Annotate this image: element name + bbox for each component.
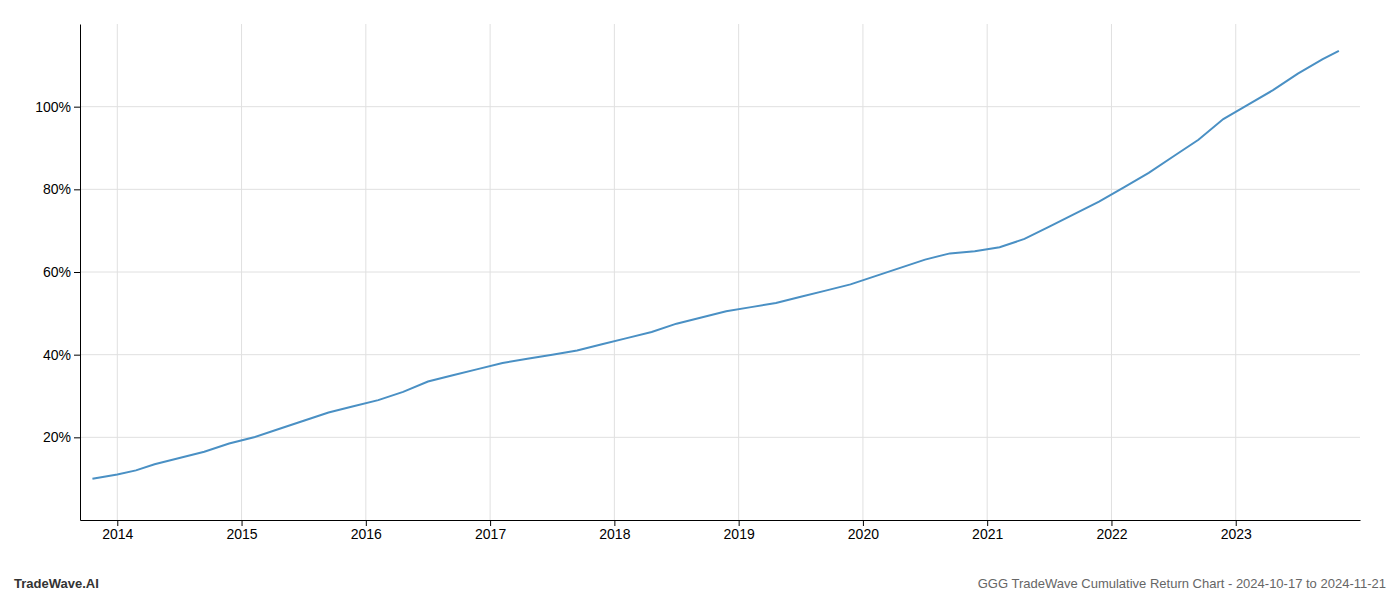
line xyxy=(92,51,1338,479)
y-tick-mark xyxy=(74,107,80,108)
y-tick: 20% xyxy=(43,429,80,445)
x-tick-label: 2019 xyxy=(724,526,755,542)
axis-line xyxy=(81,520,1361,521)
y-tick: 80% xyxy=(43,181,80,197)
series xyxy=(92,51,1338,479)
x-axis: 2014 2015 2016 2017 2018 2019 2020 2021 2022 2023 xyxy=(81,520,1361,542)
x-tick: 2022 xyxy=(1096,520,1127,542)
y-tick-label: 40% xyxy=(43,347,71,363)
x-tick: 2019 xyxy=(724,520,755,542)
x-tick: 2020 xyxy=(848,520,879,542)
grid-line-y xyxy=(80,189,1360,190)
footer-text: TradeWave.AI xyxy=(14,576,99,591)
y-axis: 20% 40% 60% 80% 100% xyxy=(35,25,80,521)
x-tick-label: 2021 xyxy=(972,526,1003,542)
plot-area: 2014 2015 2016 2017 2018 2019 2020 2021 2022 2023… xyxy=(35,24,1360,542)
chart: 2014 2015 2016 2017 2018 2019 2020 2021 2022 2023… xyxy=(0,0,1400,600)
y-tick-label: 60% xyxy=(43,264,71,280)
y-tick-mark xyxy=(74,437,80,438)
x-tick-label: 2018 xyxy=(599,526,630,542)
x-tick-label: 2020 xyxy=(848,526,879,542)
y-tick: 100% xyxy=(35,99,80,115)
x-tick-label: 2023 xyxy=(1221,526,1252,542)
grid-line-y xyxy=(80,354,1360,355)
x-tick: 2014 xyxy=(102,520,133,542)
y-tick-mark xyxy=(74,189,80,190)
x-tick: 2017 xyxy=(475,520,506,542)
y-tick-label: 80% xyxy=(43,181,71,197)
y-tick-mark xyxy=(74,355,80,356)
y-tick-label: 20% xyxy=(43,429,71,445)
grid-line-y xyxy=(80,272,1360,273)
x-tick-label: 2016 xyxy=(351,526,382,542)
x-tick: 2015 xyxy=(226,520,257,542)
grid-line-y xyxy=(80,106,1360,107)
x-tick-label: 2022 xyxy=(1096,526,1127,542)
x-tick: 2023 xyxy=(1221,520,1252,542)
footer-text: GGG TradeWave Cumulative Return Chart - … xyxy=(978,576,1386,591)
x-tick: 2016 xyxy=(351,520,382,542)
y-tick: 40% xyxy=(43,347,80,363)
x-tick-label: 2014 xyxy=(102,526,133,542)
x-tick: 2021 xyxy=(972,520,1003,542)
y-tick: 60% xyxy=(43,264,80,280)
y-tick-mark xyxy=(74,272,80,273)
x-tick-label: 2017 xyxy=(475,526,506,542)
x-tick-label: 2015 xyxy=(226,526,257,542)
grid xyxy=(80,24,1360,520)
grid-line-y xyxy=(80,437,1360,438)
x-tick: 2018 xyxy=(599,520,630,542)
axis-line xyxy=(80,25,81,521)
y-tick-label: 100% xyxy=(35,99,71,115)
